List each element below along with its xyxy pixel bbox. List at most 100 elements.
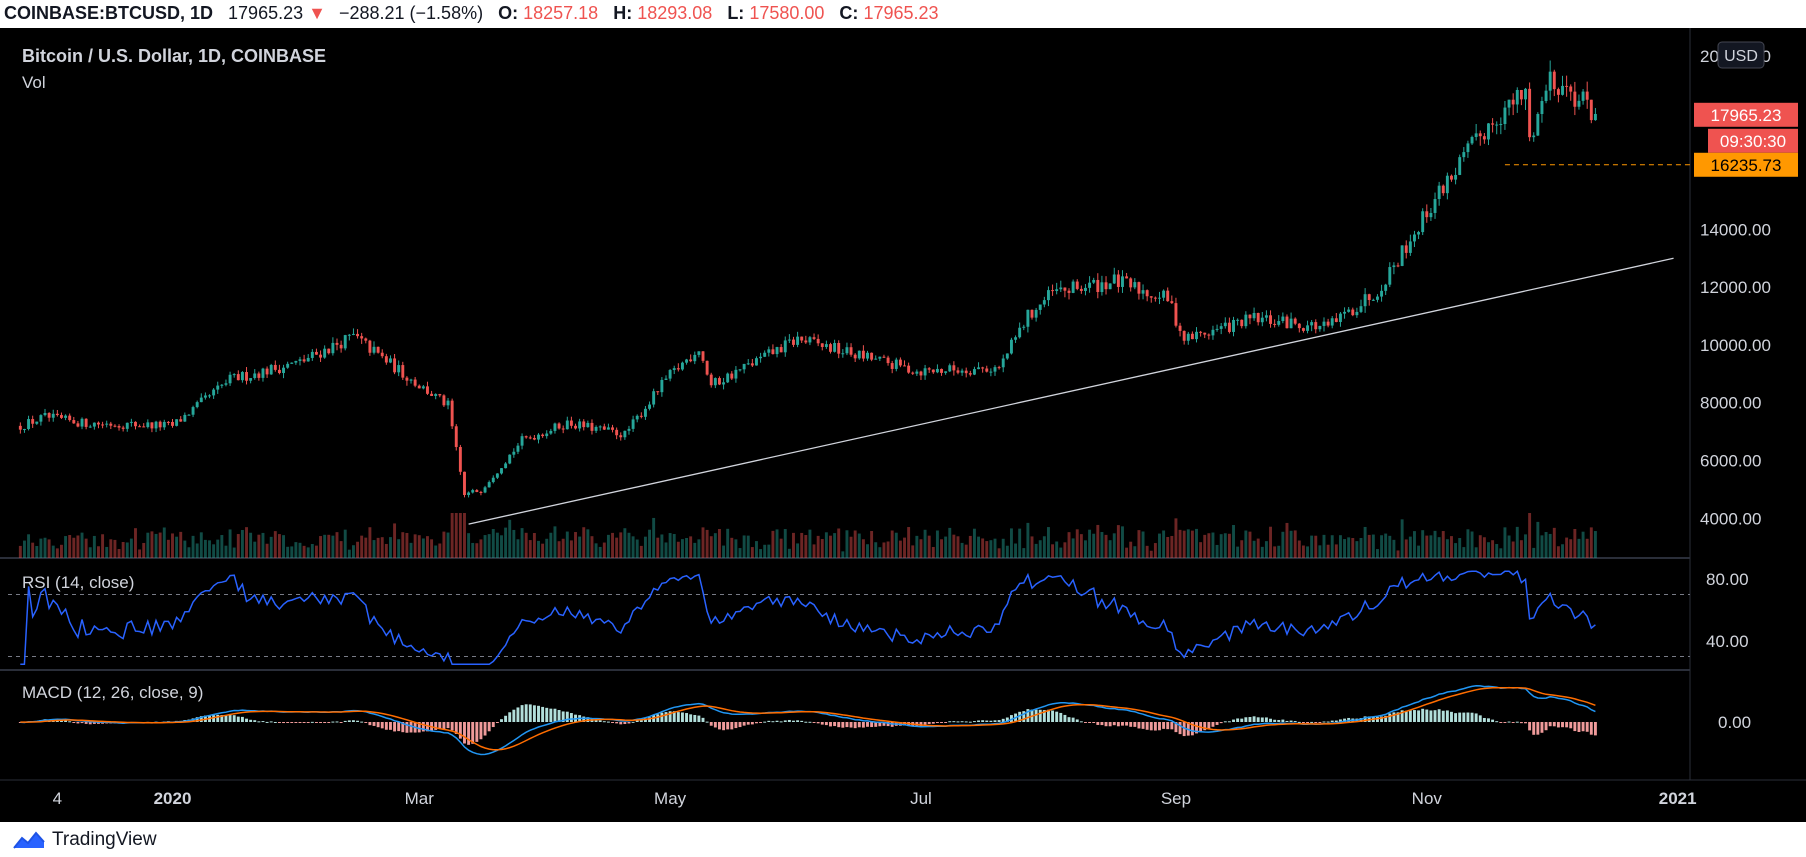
candle-body — [718, 378, 721, 385]
candle-body — [1129, 278, 1133, 288]
candle-body — [154, 421, 158, 429]
macd-histogram-bar — [195, 717, 199, 722]
macd-histogram-bar — [1310, 721, 1314, 723]
candle-body — [1026, 309, 1030, 327]
candle-body — [1577, 100, 1581, 107]
volume-bar — [1585, 538, 1589, 558]
price-candles[interactable] — [18, 60, 1597, 498]
candle-body — [746, 363, 750, 365]
candle-body — [55, 413, 59, 416]
volume-bar — [1511, 541, 1515, 558]
candle-body — [1429, 212, 1433, 218]
volume-bar — [512, 529, 516, 558]
candle-body — [450, 400, 454, 427]
volume-bar — [1532, 547, 1536, 558]
candle-body — [1458, 157, 1462, 175]
volume-bar — [1182, 530, 1186, 558]
volume-bar — [208, 540, 211, 558]
volume-bar — [331, 535, 335, 558]
candle-body — [1240, 319, 1244, 327]
candle-body — [1351, 309, 1355, 316]
price-scale[interactable]: 20000.0014000.0012000.0010000.008000.006… — [53, 41, 1798, 808]
volume-bar — [101, 534, 105, 558]
candle-body — [557, 423, 561, 429]
volume-bar — [755, 541, 758, 558]
macd-histogram-bar — [372, 722, 376, 726]
candle-body — [356, 333, 360, 337]
candle-body — [142, 426, 146, 428]
volume-bar — [1552, 527, 1556, 558]
candle-body — [1273, 323, 1277, 325]
candle-body — [446, 400, 450, 406]
volume-bar — [1310, 535, 1314, 558]
candle-body — [183, 414, 187, 422]
candle-body — [384, 356, 388, 363]
volume-bar — [166, 539, 170, 558]
rsi-line — [20, 570, 1596, 666]
volume-bar — [1079, 534, 1083, 558]
candle-body — [134, 421, 137, 427]
candle-body — [1055, 289, 1059, 291]
chart-area[interactable]: 20000.0014000.0012000.0010000.008000.006… — [0, 28, 1806, 822]
candle-body — [72, 420, 76, 424]
close-value: 17965.23 — [863, 3, 939, 23]
volume-bar — [389, 537, 392, 558]
volume-bar — [1067, 532, 1071, 558]
macd-histogram-bar — [1470, 712, 1474, 722]
volume-bar — [545, 538, 549, 558]
candle-body — [224, 383, 228, 385]
candle-body — [1552, 71, 1556, 90]
candle-body — [1141, 290, 1145, 294]
volume-bar — [927, 535, 931, 558]
volume-bar — [1581, 531, 1585, 558]
macd-histogram-bar — [310, 721, 314, 723]
volume-bar — [919, 539, 923, 558]
volume-bar — [356, 541, 360, 558]
candle-body — [545, 433, 549, 437]
candle-body — [944, 371, 948, 373]
volume-bar — [27, 534, 31, 558]
macd-histogram-bar — [1129, 722, 1133, 727]
candle-body — [1536, 113, 1540, 136]
volume-bar — [1519, 540, 1523, 558]
macd-histogram-bar — [97, 722, 100, 724]
volume-bar — [1441, 531, 1445, 558]
volume-bar — [1515, 526, 1519, 558]
macd-histogram-bar — [923, 722, 927, 725]
volume-bar — [1215, 544, 1219, 558]
volume-bar — [709, 536, 713, 558]
macd-histogram-bar — [277, 722, 281, 723]
candle-body — [664, 378, 668, 380]
volume-bar — [1170, 535, 1174, 558]
volume-bar — [705, 529, 709, 558]
candle-body — [927, 368, 931, 370]
candle-body — [792, 339, 795, 345]
macd-histogram-bar — [845, 722, 849, 728]
macd-histogram-bar — [1569, 722, 1573, 729]
volume-bar — [351, 545, 355, 558]
volume-bar — [1009, 528, 1013, 558]
macd-histogram-bar — [1100, 722, 1104, 726]
tradingview-logo[interactable]: TradingView — [12, 829, 157, 851]
macd-histogram-bar — [1244, 717, 1248, 722]
macd-histogram-bar — [972, 721, 976, 723]
volume-bar — [376, 537, 380, 558]
volume-bar — [569, 540, 573, 558]
macd-histogram-bar — [487, 722, 491, 732]
macd-histogram-bar — [812, 722, 816, 723]
candle-body — [245, 372, 248, 381]
macd-histogram-bar — [417, 722, 421, 733]
candle-body — [1375, 296, 1379, 300]
candle-body — [405, 377, 409, 381]
volume-bar — [1536, 521, 1540, 558]
candle-body — [1046, 290, 1050, 301]
macd-histogram-bar — [919, 722, 923, 726]
candle-body — [1051, 290, 1055, 292]
volume-bar — [989, 540, 993, 558]
candle-body — [121, 427, 125, 429]
symbol-label[interactable]: COINBASE:BTCUSD, 1D — [4, 3, 214, 23]
volume-bar — [1495, 544, 1499, 558]
candle-body — [1413, 234, 1416, 242]
candle-body — [586, 422, 590, 428]
candle-body — [837, 342, 841, 354]
